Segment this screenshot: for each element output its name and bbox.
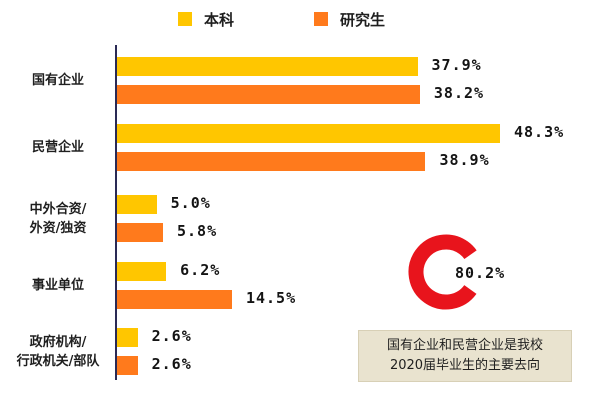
legend-item-graduate: 研究生	[314, 10, 386, 29]
bar-graduate	[117, 152, 426, 171]
category-label: 事业单位	[8, 276, 108, 295]
donut-value-label: 80.2%	[455, 264, 506, 282]
bar-undergraduate	[117, 328, 138, 347]
legend-label-undergraduate: 本科	[204, 10, 235, 29]
category-label-line: 政府机构/	[29, 334, 87, 350]
data-label: 6.2%	[180, 261, 221, 279]
data-label: 37.9%	[431, 56, 482, 74]
bar-undergraduate	[117, 124, 500, 143]
bar-graduate	[117, 85, 420, 104]
data-label: 48.3%	[514, 123, 565, 141]
category-label-line: 行政机关/部队	[16, 353, 100, 369]
category-label-line: 中外合资/	[29, 201, 87, 217]
data-label: 2.6%	[151, 327, 192, 345]
bar-graduate	[117, 356, 138, 375]
data-label: 2.6%	[151, 355, 192, 373]
highlight-donut	[406, 232, 486, 312]
category-label-line: 民营企业	[31, 140, 84, 155]
data-label: 5.8%	[176, 222, 218, 240]
legend-swatch-graduate	[314, 12, 328, 26]
legend-swatch-undergraduate	[178, 12, 192, 26]
category-label-line: 国有企业	[31, 73, 84, 88]
category-label: 国有企业	[8, 71, 108, 90]
bar-graduate	[117, 290, 232, 309]
legend-label-graduate: 研究生	[340, 10, 386, 29]
bar-undergraduate	[117, 262, 167, 281]
data-label: 38.9%	[439, 151, 490, 169]
data-label: 5.0%	[170, 194, 211, 212]
data-label: 38.2%	[433, 84, 485, 102]
summary-note-line-2: 2020届毕业生的主要去向	[389, 358, 541, 373]
data-label: 14.5%	[245, 289, 297, 307]
category-label: 政府机构/行政机关/部队	[8, 333, 108, 371]
category-label-line: 外资/独资	[29, 220, 87, 236]
legend-item-undergraduate: 本科	[178, 10, 235, 29]
bar-undergraduate	[117, 57, 418, 76]
category-label-line: 事业单位	[31, 278, 84, 293]
bar-graduate	[117, 223, 163, 242]
category-label: 民营企业	[8, 138, 108, 157]
summary-note-line-1: 国有企业和民营企业是我校	[386, 338, 543, 353]
donut-svg	[408, 234, 484, 310]
summary-note: 国有企业和民营企业是我校 2020届毕业生的主要去向	[358, 330, 572, 382]
category-label: 中外合资/外资/独资	[8, 200, 108, 238]
bar-undergraduate	[117, 195, 157, 214]
category-axis-line	[115, 45, 117, 380]
